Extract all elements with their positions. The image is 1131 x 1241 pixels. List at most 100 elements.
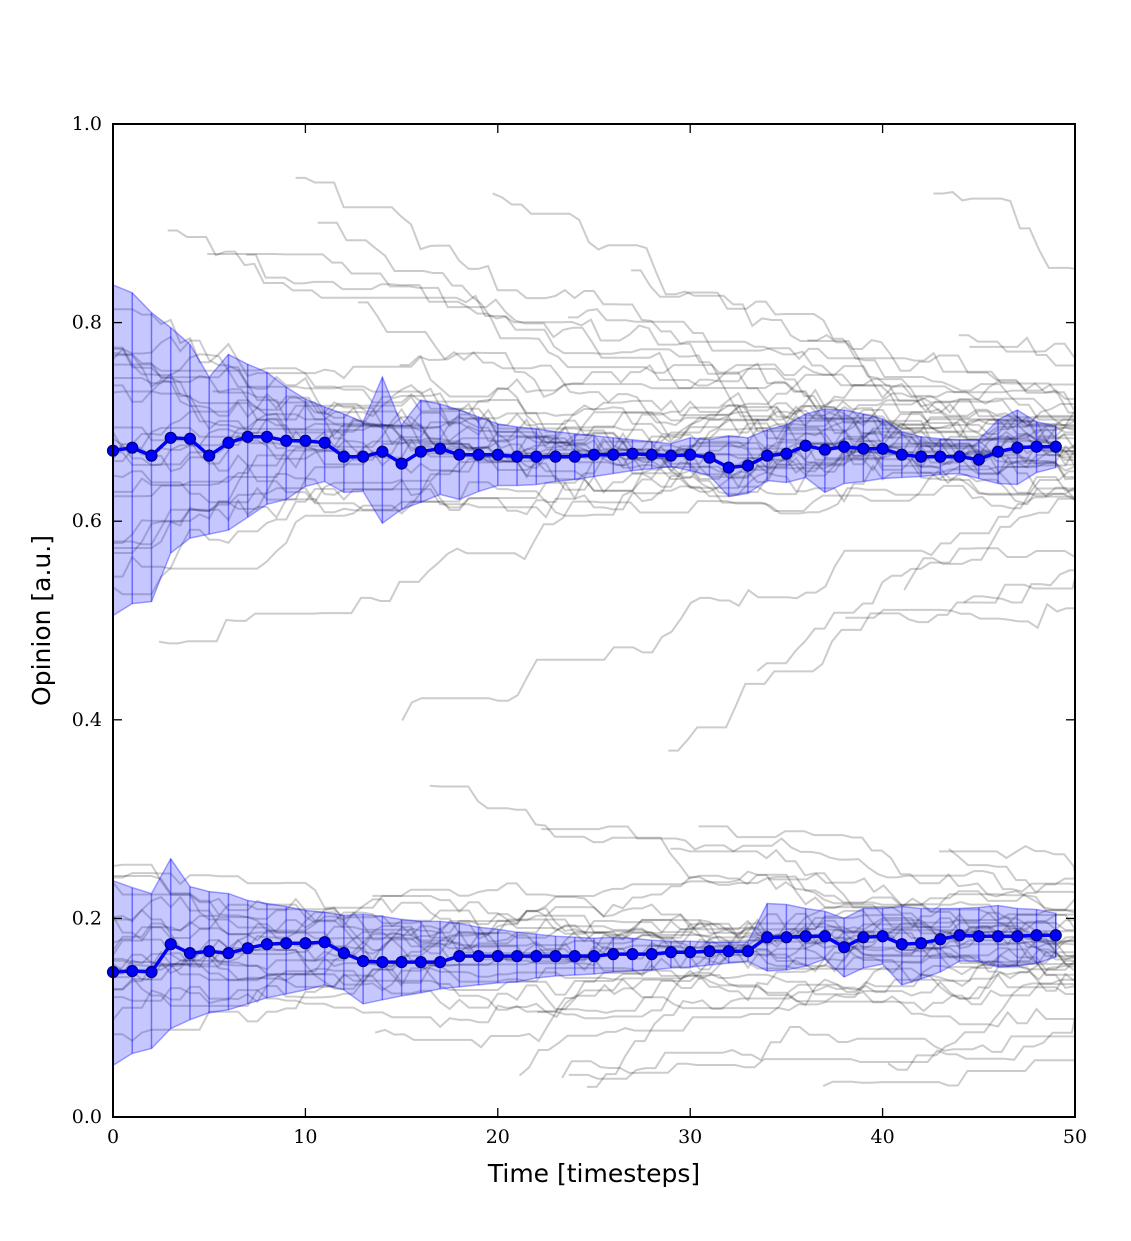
- mean-point: [876, 930, 889, 943]
- trajectory-line: [113, 353, 1076, 485]
- mean-point: [645, 448, 658, 461]
- trajectory-line: [492, 192, 1075, 394]
- mean-point: [280, 937, 293, 950]
- mean-point: [337, 450, 350, 463]
- mean-point: [953, 450, 966, 463]
- trajectory-line: [568, 1026, 1075, 1080]
- mean-point: [549, 450, 562, 463]
- trajectory-line: [113, 439, 1076, 554]
- mean-point: [164, 938, 177, 951]
- mean-point: [991, 930, 1005, 943]
- y-tick-label: 0.4: [72, 709, 102, 731]
- trajectory-line: [113, 922, 1076, 996]
- mean-point: [376, 955, 389, 969]
- trajectory-line: [113, 354, 1075, 451]
- trajectory-line: [113, 426, 1076, 498]
- y-tick-label: 1.0: [72, 113, 102, 135]
- trajectory-line: [845, 602, 1075, 630]
- trajectory-line: [112, 908, 1075, 982]
- mean-point: [145, 965, 158, 979]
- trajectory-line: [112, 347, 1076, 451]
- mean-point: [703, 451, 716, 464]
- mean-point: [645, 948, 658, 961]
- mean-point: [241, 430, 254, 443]
- trajectory-line: [207, 253, 1076, 464]
- trajectory-line: [113, 908, 1076, 1029]
- trajectory-line: [113, 875, 1075, 955]
- x-axis-label: Time [timesteps]: [487, 1159, 700, 1188]
- trajectory-line: [112, 898, 1075, 956]
- trajectory-line: [374, 983, 1075, 1049]
- mean-point: [260, 430, 274, 443]
- trajectory-line: [113, 335, 1075, 438]
- mean-point: [203, 945, 216, 958]
- x-tick-label: 50: [1063, 1126, 1087, 1148]
- std-band-1: [112, 283, 1057, 617]
- trajectory-line: [958, 334, 1076, 359]
- trajectory-line: [768, 872, 1075, 921]
- mean-point: [395, 457, 408, 470]
- trajectory-line: [113, 346, 1075, 504]
- trajectory-line: [631, 269, 1075, 411]
- mean-point: [972, 453, 985, 466]
- axis-ticks: 0 10 20 30 40 50 0.0 0.2 0.4 0.6 0.8 1.0: [72, 113, 1087, 1148]
- trajectory-line: [807, 333, 1075, 421]
- mean-point: [934, 450, 947, 463]
- trajectory-line: [112, 351, 1075, 458]
- mean-point: [376, 445, 389, 458]
- trajectory-line: [399, 351, 1076, 428]
- mean-point: [183, 432, 197, 445]
- mean-point: [472, 448, 485, 461]
- x-tick-label: 20: [486, 1126, 510, 1148]
- trajectory-line: [112, 915, 1076, 989]
- trajectory-line: [113, 956, 1075, 1028]
- mean-point: [510, 950, 524, 963]
- x-tick-label: 40: [871, 1126, 895, 1148]
- mean-point: [1049, 929, 1062, 942]
- y-tick-label: 0.2: [72, 907, 102, 929]
- mean-point: [472, 950, 485, 963]
- mean-point: [626, 447, 639, 460]
- mean-point: [741, 945, 755, 958]
- trajectory-line: [568, 308, 1075, 414]
- mean-point: [1030, 440, 1043, 453]
- y-tick-label: 0.0: [72, 1106, 102, 1128]
- std-band-2: [112, 857, 1057, 1067]
- mean-point: [972, 930, 985, 943]
- mean-point: [838, 941, 851, 954]
- mean-point: [453, 448, 466, 461]
- mean-point: [357, 450, 370, 463]
- mean-point: [530, 450, 543, 463]
- trajectory-line: [113, 969, 1075, 1043]
- mean-point: [222, 436, 235, 449]
- trajectory-line: [113, 895, 1075, 954]
- mean-point: [818, 443, 831, 456]
- mean-point: [222, 947, 235, 960]
- mean-point: [126, 964, 139, 978]
- mean-point: [914, 450, 928, 463]
- trajectory-line: [401, 487, 1075, 721]
- mean-point: [280, 434, 293, 447]
- mean-point: [741, 459, 755, 472]
- mean-point: [799, 439, 812, 452]
- mean-point: [299, 937, 312, 950]
- trajectory-line: [112, 913, 1076, 975]
- mean-point: [799, 930, 812, 943]
- mean-point: [587, 448, 601, 461]
- mean-point: [1011, 441, 1024, 454]
- mean-point: [857, 931, 870, 944]
- trajectory-line: [969, 336, 1076, 378]
- mean-point: [587, 950, 601, 963]
- mean-point: [1030, 929, 1043, 942]
- y-tick-label: 0.6: [72, 510, 102, 532]
- mean-point: [703, 945, 716, 958]
- mean-point: [491, 950, 504, 963]
- trajectory-line: [586, 964, 1076, 1088]
- trajectory-line: [518, 948, 1075, 1077]
- mean-point: [568, 950, 581, 963]
- trajectory-line: [112, 443, 1076, 546]
- mean-point: [299, 434, 312, 447]
- individual-trajectories: [112, 176, 1076, 1088]
- mean-point: [607, 948, 620, 961]
- trajectory-line: [317, 221, 1075, 457]
